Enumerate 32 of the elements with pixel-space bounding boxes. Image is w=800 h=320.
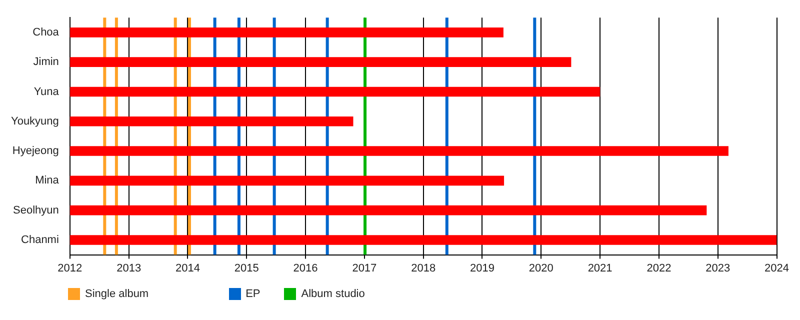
x-tick-label: 2015 — [234, 262, 259, 274]
x-tick-label: 2022 — [646, 262, 672, 274]
x-tick-label: 2014 — [175, 262, 200, 274]
x-tick-label: 2012 — [58, 262, 82, 274]
legend-label: Album studio — [301, 288, 365, 300]
bar — [70, 86, 600, 97]
bar — [70, 146, 728, 156]
x-tick-label: 2019 — [470, 262, 494, 274]
x-tick-label: 2023 — [706, 262, 730, 274]
x-tick-label: 2016 — [293, 262, 318, 274]
y-tick-label: Hyejeong — [12, 145, 59, 158]
y-tick-label: Youkyung — [10, 115, 59, 128]
legend-label: EP — [246, 288, 260, 300]
y-tick-label: Jimin — [33, 56, 59, 68]
bar — [70, 116, 354, 126]
bar — [70, 28, 504, 38]
y-tick-label: Seolhyun — [13, 204, 59, 216]
bar — [70, 235, 777, 245]
x-tick-label: 2018 — [411, 262, 436, 274]
x-tick-label: 2021 — [588, 262, 612, 274]
bar — [70, 176, 504, 186]
x-tick-label: 2013 — [116, 262, 142, 274]
y-tick-label: Yuna — [34, 86, 60, 98]
y-tick-label: Choa — [32, 26, 60, 38]
legend-label: Single album — [85, 288, 149, 300]
x-tick-label: 2017 — [352, 262, 377, 274]
x-tick-label: 2020 — [528, 262, 554, 274]
y-tick-label: Chanmi — [21, 234, 59, 246]
bar — [70, 205, 707, 216]
bar — [70, 57, 572, 67]
y-tick-label: Mina — [35, 174, 60, 187]
x-tick-label: 2024 — [764, 262, 790, 274]
